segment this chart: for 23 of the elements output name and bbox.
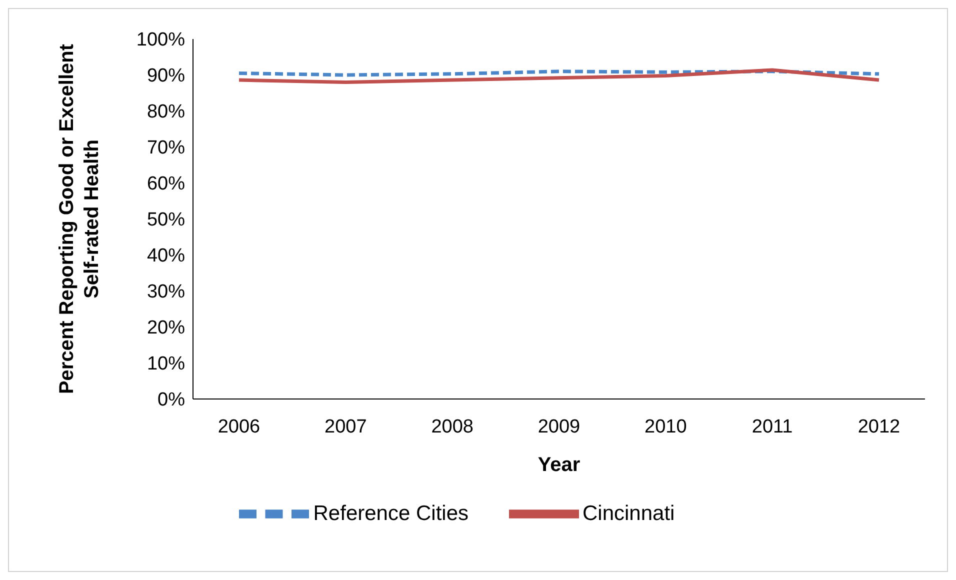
x-tick-label: 2011 [752,416,793,438]
y-tick-label: 60% [146,174,186,195]
y-axis-title: Percent Reporting Good or Excellent Self-rated Health [56,44,103,394]
x-tick-label: 2006 [218,416,260,438]
legend-label: Reference Cities [313,502,468,525]
y-tick-label: 100% [136,30,186,51]
x-axis-title: Year [538,454,580,476]
x-tick-label: 2007 [324,416,367,438]
y-tick-label: 70% [146,138,186,159]
legend-label: Cincinnati [582,502,675,525]
x-tick-label: 2009 [538,416,580,438]
y-tick-label: 50% [146,210,186,231]
line-series [237,68,881,84]
y-tick-label: 10% [146,354,186,375]
y-tick-label: 30% [146,282,186,303]
x-tick-label: 2012 [858,416,900,438]
y-tick-label: 40% [146,246,186,267]
x-tick-label: 2010 [644,416,687,438]
y-tick-label: 20% [146,318,186,339]
x-tick-label: 2008 [431,416,474,438]
y-tick-label: 80% [146,102,186,123]
y-tick-label: 90% [146,66,186,87]
y-tick-label: 0% [158,390,186,411]
